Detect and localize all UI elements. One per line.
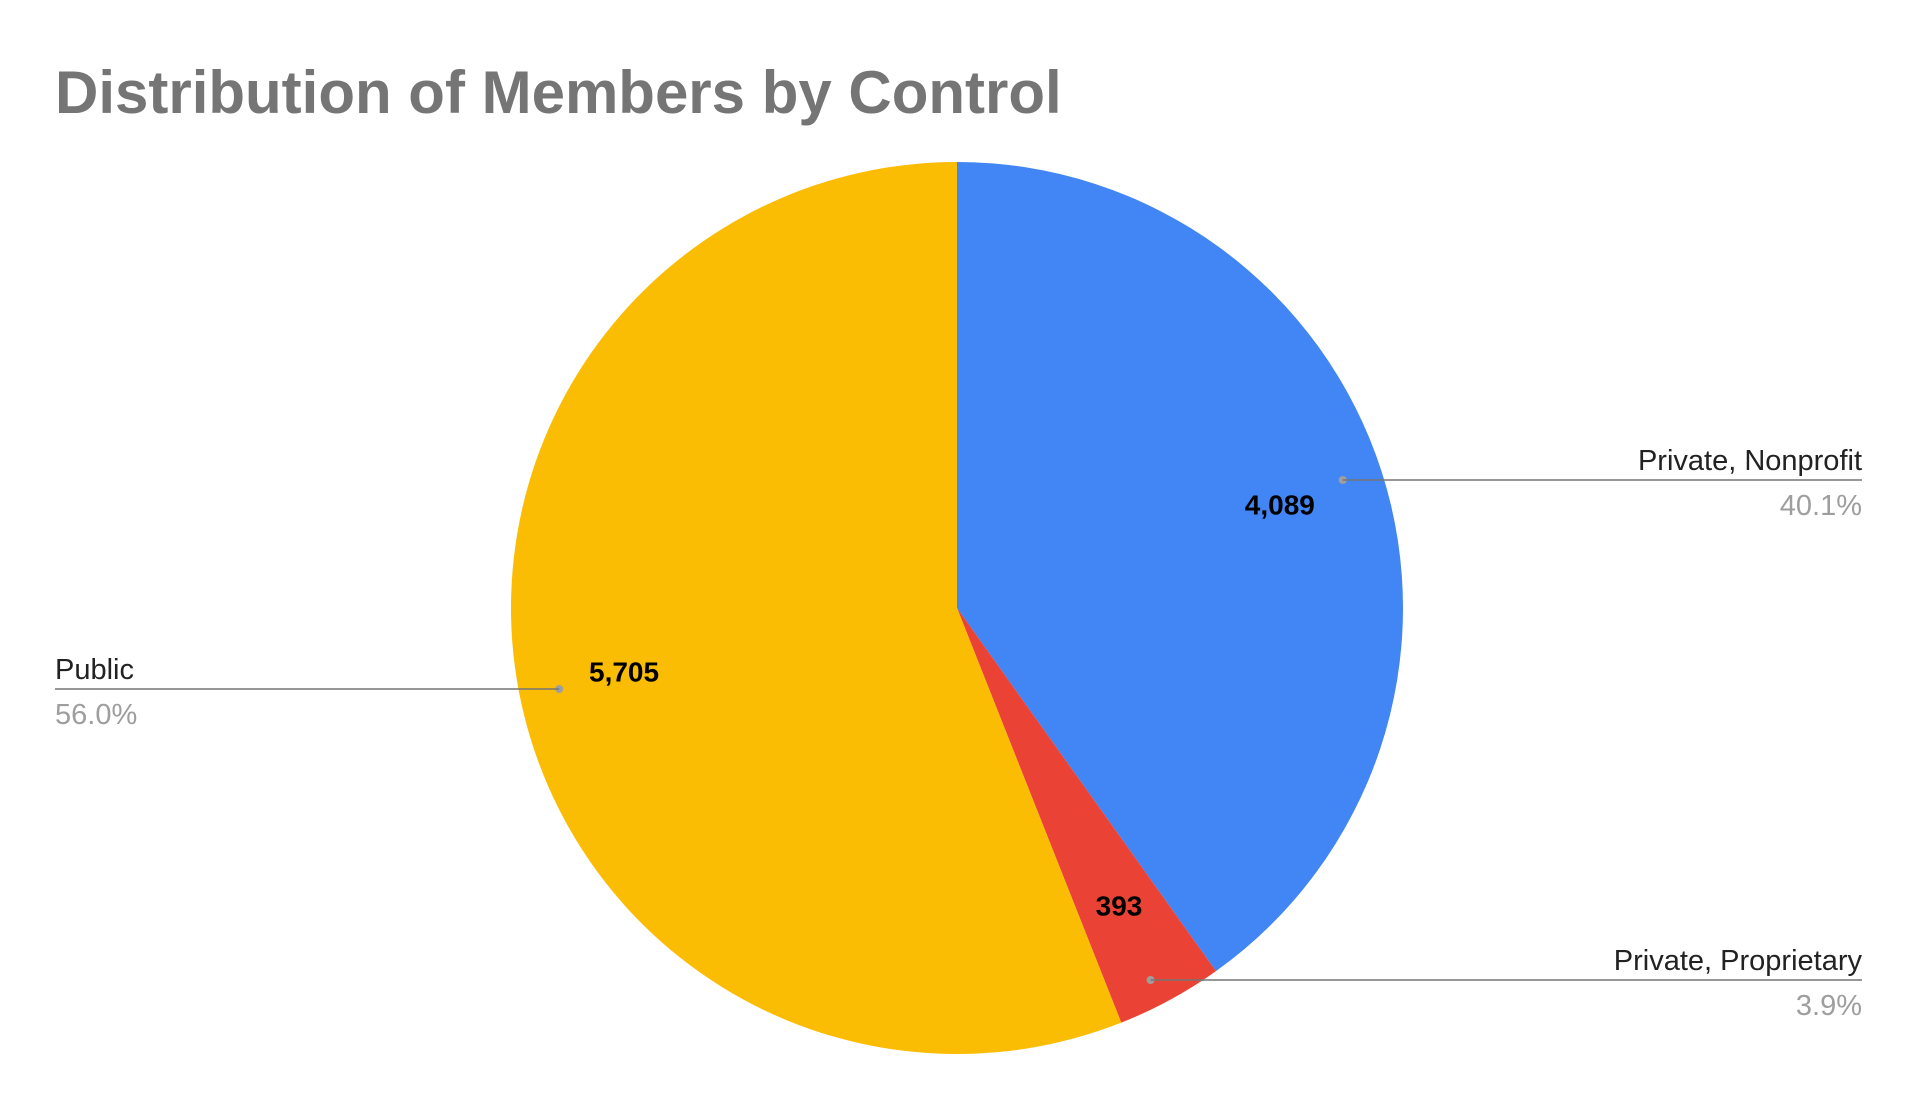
slice-private-proprietary: [957, 608, 1216, 1023]
slice-value-public: 5,705: [589, 657, 659, 688]
pie-slices: [511, 162, 1403, 1054]
callout-name-public: Public: [55, 654, 134, 686]
callout-percent-private-proprietary: 3.9%: [1796, 990, 1862, 1022]
pie-value-labels: 4,089 393 5,705: [589, 490, 1315, 922]
chart-title: Distribution of Members by Control: [55, 59, 1062, 126]
callout-percent-private-nonprofit: 40.1%: [1780, 490, 1862, 522]
callout-name-private-proprietary: Private, Proprietary: [1614, 945, 1863, 977]
slice-value-private-proprietary: 393: [1096, 891, 1143, 922]
slice-value-private-nonprofit: 4,089: [1245, 490, 1315, 521]
slice-public: [511, 162, 1122, 1054]
slice-private-nonprofit: [957, 162, 1403, 972]
callout-percent-public: 56.0%: [55, 699, 137, 731]
callout-name-private-nonprofit: Private, Nonprofit: [1638, 445, 1862, 477]
pie-callouts: Private, Nonprofit 40.1% Private, Propriet…: [55, 445, 1862, 1022]
